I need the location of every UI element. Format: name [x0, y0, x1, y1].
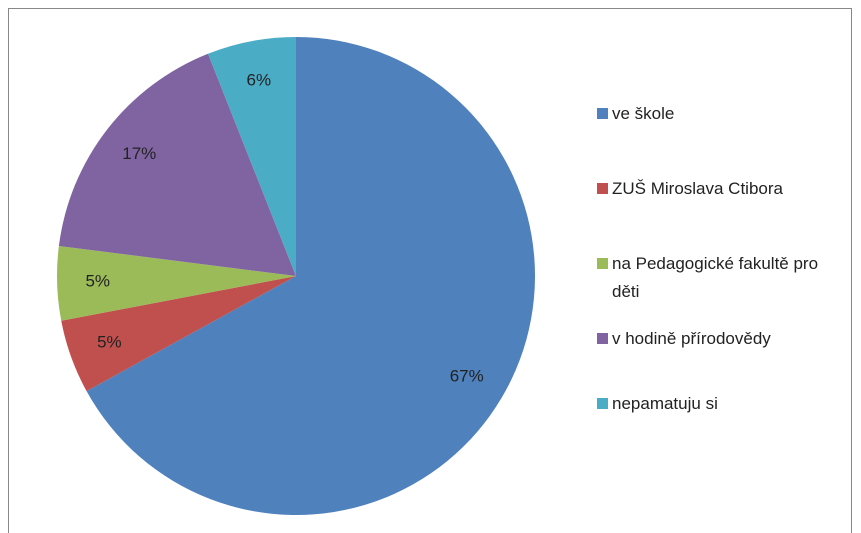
legend-label: ve škole: [612, 104, 675, 123]
legend-item: ZUŠ Miroslava Ctibora: [597, 175, 837, 203]
legend-item: v hodině přírodovědy: [597, 325, 837, 353]
legend-label: v hodině přírodovědy: [612, 329, 771, 348]
pie-slice: [61, 276, 296, 392]
legend-swatch: [597, 333, 608, 344]
legend-swatch: [597, 258, 608, 269]
chart-border: [8, 8, 852, 533]
legend-label: ZUŠ Miroslava Ctibora: [612, 179, 783, 198]
data-label: 17%: [122, 144, 156, 163]
legend-swatch: [597, 108, 608, 119]
data-label: 5%: [97, 333, 122, 352]
legend-swatch: [597, 183, 608, 194]
pie-slice: [56, 246, 296, 321]
legend-item: nepamatuju si: [597, 390, 837, 418]
legend-item: ve škole: [597, 100, 837, 128]
legend-label: na Pedagogické fakultě pro děti: [612, 254, 819, 301]
data-label: 6%: [247, 71, 272, 90]
data-label: 67%: [450, 366, 484, 385]
pie-slice: [86, 37, 536, 515]
data-label: 5%: [85, 272, 110, 291]
legend-swatch: [597, 398, 608, 409]
legend-label: nepamatuju si: [612, 394, 718, 413]
pie-slice: [208, 37, 296, 276]
legend-item: na Pedagogické fakultě pro děti: [597, 250, 837, 306]
pie-slice: [58, 53, 297, 277]
